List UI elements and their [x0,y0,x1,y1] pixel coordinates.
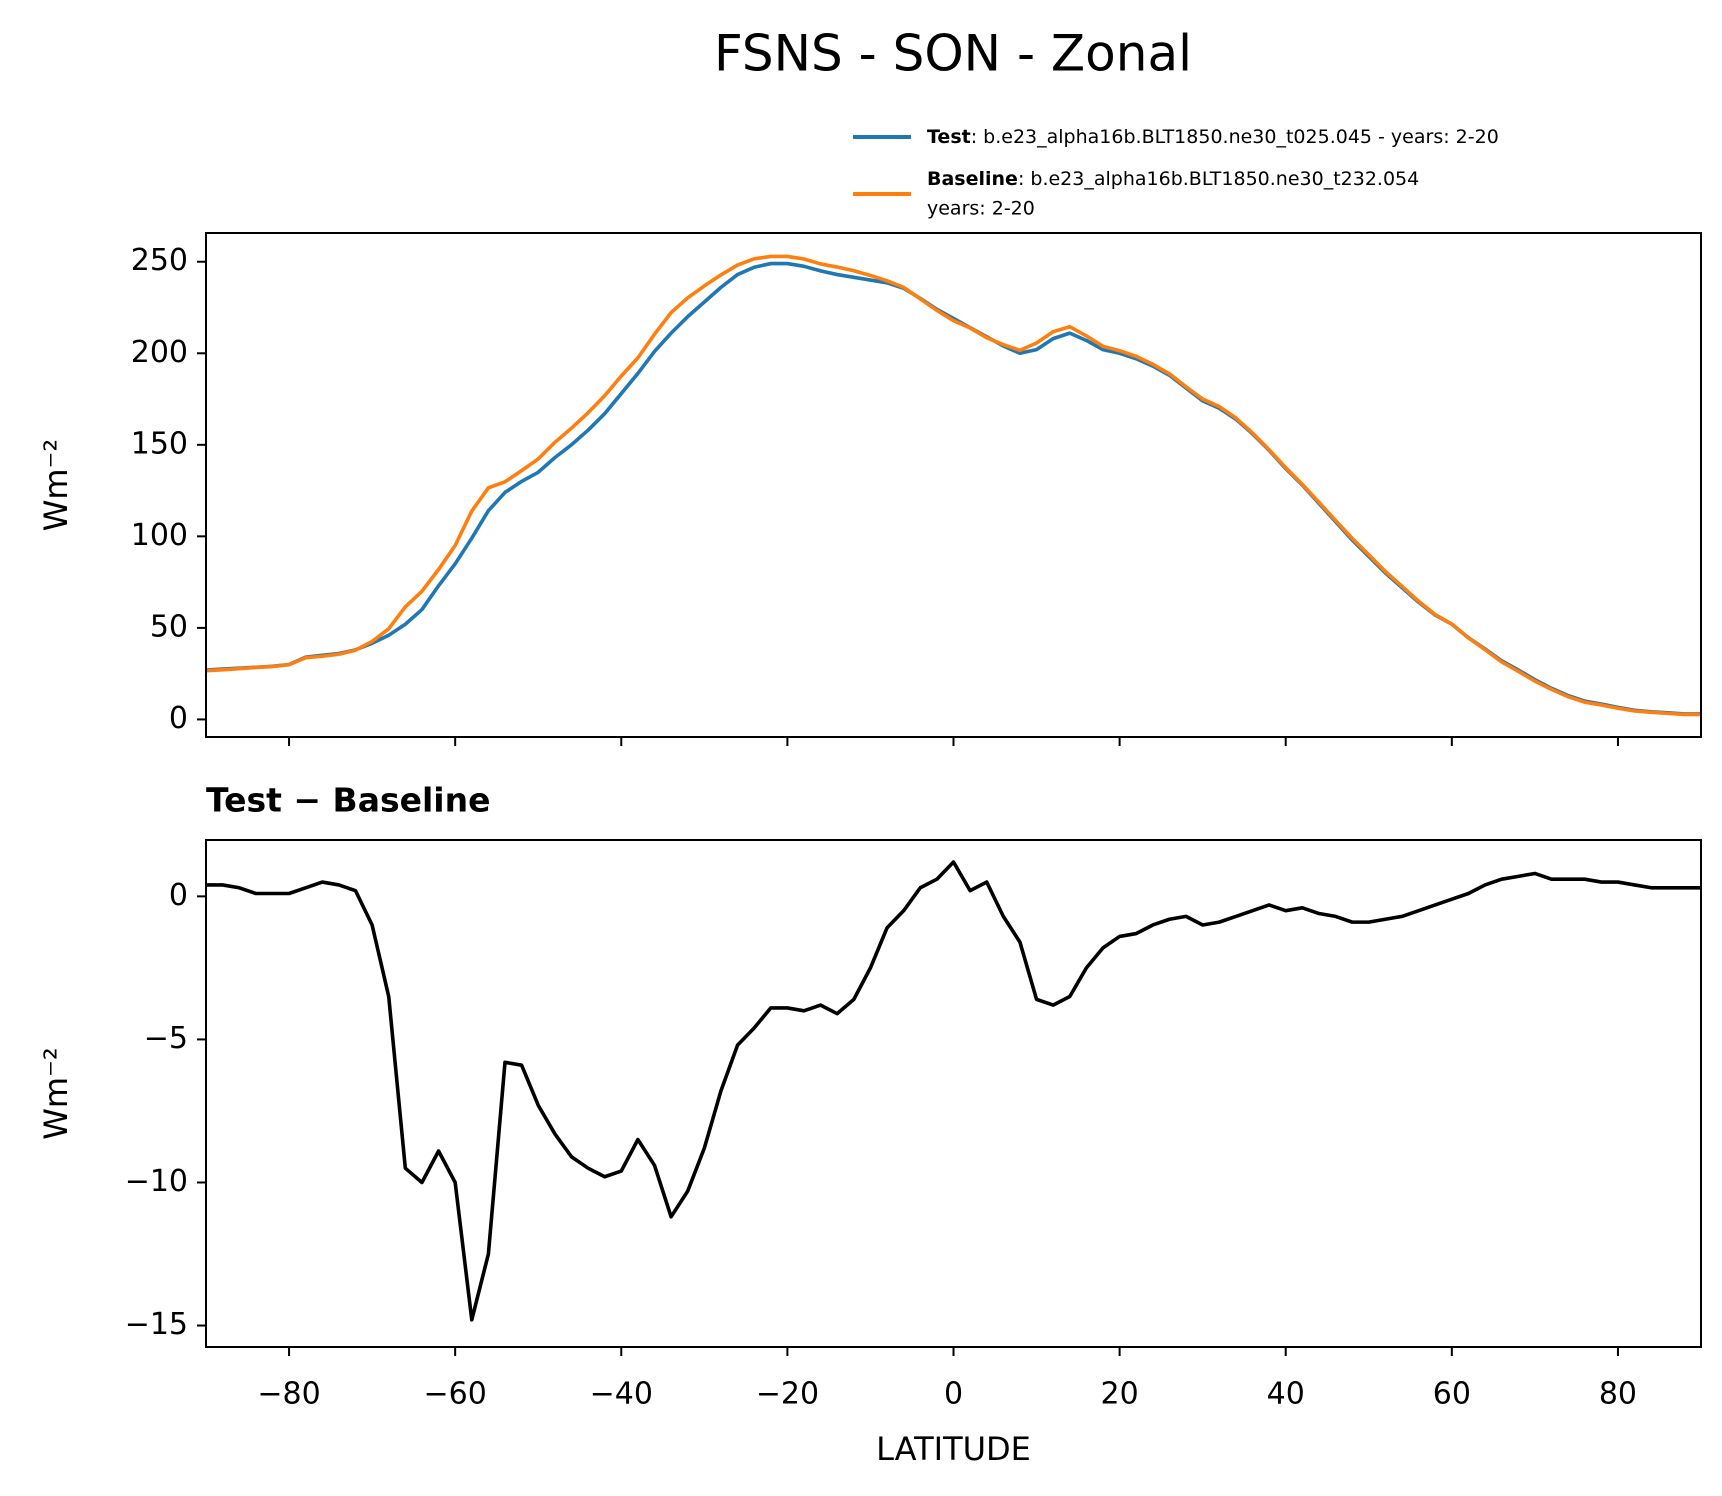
y-tick-label: 150 [131,426,188,461]
legend-label: Baseline: b.e23_alpha16b.BLT1850.ne30_t2… [927,168,1419,190]
legend-name: Baseline [927,168,1018,190]
axes-frame [205,839,1702,1348]
y-axis-label: Wm⁻² [37,1047,75,1140]
y-tick-label: 100 [131,518,188,553]
x-tick-label: 0 [944,1377,963,1412]
y-tick-label: 0 [169,878,188,913]
legend-description: : b.e23_alpha16b.BLT1850.ne30_t232.054 [1018,168,1419,190]
x-tick-label: −20 [756,1377,819,1412]
y-tick-label: 0 [169,701,188,736]
y-tick-label: −10 [125,1164,188,1199]
y-tick-label: −5 [144,1021,188,1056]
line-series [206,261,1701,716]
y-tick-label: 250 [131,243,188,278]
x-tick-label: 40 [1267,1377,1305,1412]
legend-name: Test [927,126,971,148]
x-tick-label: −40 [590,1377,653,1412]
x-tick-label: 20 [1101,1377,1139,1412]
y-tick-label: 200 [131,335,188,370]
y-tick-label: 50 [150,609,188,644]
x-axis-label: LATITUDE [876,1430,1031,1468]
subplot-title: Test − Baseline [206,781,491,820]
legend-description: years: 2-20 [927,198,1035,220]
line-series [206,860,1701,1322]
y-axis-label: Wm⁻² [37,439,75,532]
x-tick-label: 80 [1599,1377,1637,1412]
legend-description: : b.e23_alpha16b.BLT1850.ne30_t025.045 -… [971,126,1499,148]
x-tick-label: −60 [424,1377,487,1412]
line-series [206,254,1701,717]
axes-frame [205,232,1702,738]
x-tick-label: 60 [1433,1377,1471,1412]
figure-title: FSNS - SON - Zonal [714,25,1192,83]
x-tick-label: −80 [257,1377,320,1412]
y-tick-label: −15 [125,1307,188,1342]
legend-label: Test: b.e23_alpha16b.BLT1850.ne30_t025.0… [927,126,1499,148]
